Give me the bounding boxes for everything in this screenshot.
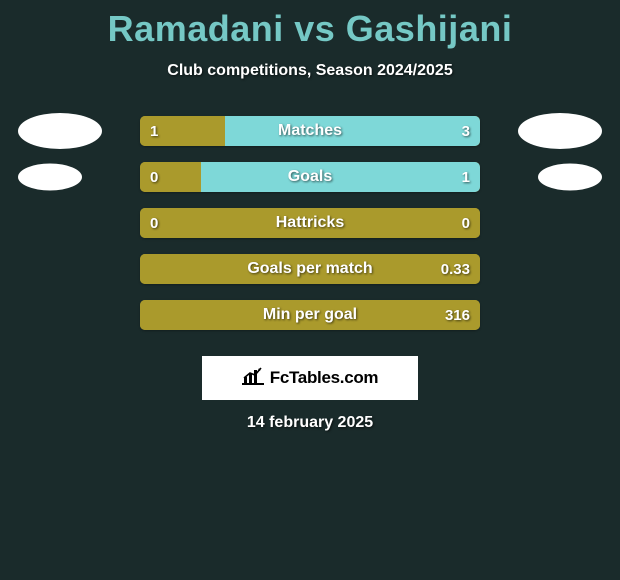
source-logo: FcTables.com [202,356,418,400]
stat-bar: 0.33Goals per match [140,254,480,284]
player-avatar-left [18,113,102,149]
report-date: 14 february 2025 [0,414,620,432]
stat-bar-left-fill [140,254,480,284]
stat-bar-left-fill [140,162,201,192]
comparison-chart: 13Matches 01Goals 00Hattricks 0.33Goals per… [0,108,620,338]
player-avatar-right [538,164,602,191]
stat-bar-left-fill [140,116,225,146]
stat-bar-right-fill [225,116,480,146]
stat-row: 13Matches [0,108,620,154]
stat-row: 01Goals [0,154,620,200]
stat-bar: 316Min per goal [140,300,480,330]
stat-bar-left-fill [140,300,480,330]
stat-bar-right-fill [201,162,480,192]
stat-bar-left-fill [140,208,480,238]
page-title: Ramadani vs Gashijani [0,0,620,50]
stat-bar: 00Hattricks [140,208,480,238]
source-logo-text: FcTables.com [270,368,379,388]
stat-bar: 13Matches [140,116,480,146]
player-avatar-left [18,164,82,191]
stat-row: 00Hattricks [0,200,620,246]
player-avatar-right [518,113,602,149]
stat-row: 0.33Goals per match [0,246,620,292]
page-subtitle: Club competitions, Season 2024/2025 [0,62,620,80]
stat-row: 316Min per goal [0,292,620,338]
bar-chart-icon [242,367,264,390]
stat-bar: 01Goals [140,162,480,192]
